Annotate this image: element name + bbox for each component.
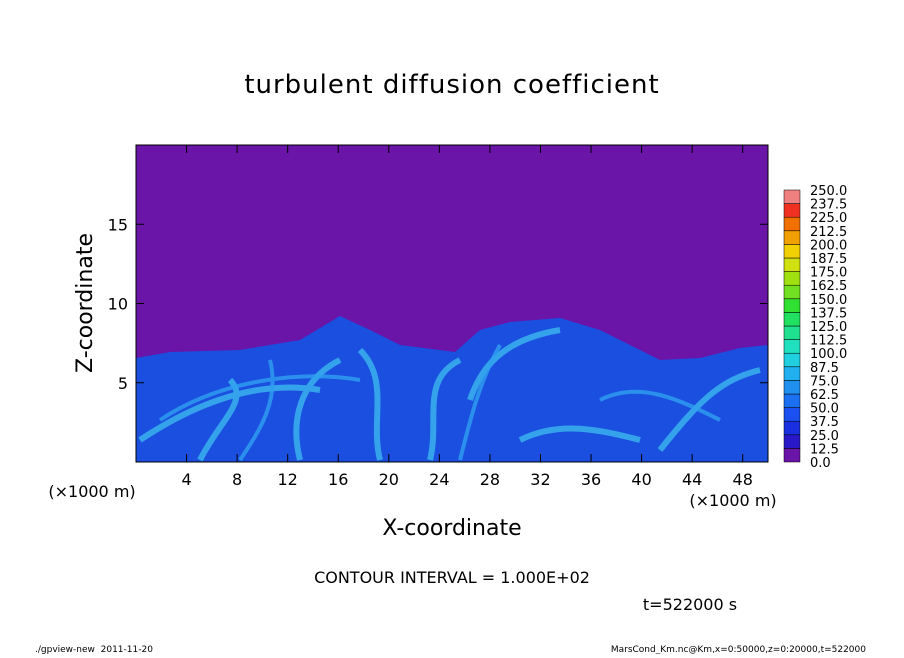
colorbar-label: 87.5	[810, 361, 839, 376]
y-axis-label: Z-coordinate	[73, 233, 98, 373]
colorbar-box	[783, 312, 801, 327]
colorbar-label: 212.5	[810, 225, 847, 240]
colorbar-box	[783, 448, 801, 463]
colorbar-label: 62.5	[810, 388, 839, 403]
colorbar-label: 200.0	[810, 238, 847, 253]
y-unit: (×1000 m)	[48, 482, 135, 501]
y-tick-label: 15	[108, 215, 128, 234]
colorbar-box	[783, 271, 801, 286]
colorbar-box	[783, 407, 801, 422]
colorbar-box	[783, 230, 801, 245]
colorbar-box	[783, 284, 801, 300]
colorbar-label: 250.0	[810, 184, 847, 199]
x-unit: (×1000 m)	[689, 491, 776, 510]
colorbar-box	[783, 298, 801, 313]
colorbar-label: 112.5	[810, 334, 847, 349]
colorbar-label: 187.5	[810, 252, 847, 267]
time-label: t=522000 s	[643, 595, 737, 614]
x-tick-label: 36	[581, 470, 601, 489]
x-tick-label: 20	[379, 470, 399, 489]
colorbar-box	[783, 393, 801, 408]
y-tick-label: 5	[118, 374, 128, 393]
colorbar-box	[783, 325, 801, 340]
colorbar-label: 225.0	[810, 211, 847, 226]
colorbar-box	[783, 216, 801, 232]
chart-title: turbulent diffusion coefficient	[244, 70, 659, 100]
x-tick-label: 32	[530, 470, 550, 489]
colorbar-box	[783, 257, 801, 272]
colorbar-label: 12.5	[810, 442, 839, 457]
colorbar-box	[783, 366, 801, 381]
colorbar-box	[783, 189, 801, 204]
y-tick-label: 10	[108, 295, 128, 314]
colorbar-label: 125.0	[810, 320, 847, 335]
colorbar-label: 137.5	[810, 306, 847, 321]
footer-right: MarsCond_Km.nc@Km,x=0:50000,z=0:20000,t=…	[611, 645, 866, 654]
annotation: CONTOUR INTERVAL = 1.000E+02	[314, 568, 590, 587]
colorbar-label: 150.0	[810, 293, 847, 308]
colorbar-label: 175.0	[810, 266, 847, 281]
colorbar-box	[783, 352, 801, 368]
x-tick-label: 12	[278, 470, 298, 489]
x-tick-label: 24	[429, 470, 449, 489]
colorbar-label: 162.5	[810, 279, 847, 294]
x-tick-label: 48	[733, 470, 753, 489]
colorbar-label: 237.5	[810, 198, 847, 213]
x-tick-label: 40	[631, 470, 651, 489]
colorbar-label: 75.0	[810, 374, 839, 389]
field	[136, 145, 768, 462]
colorbar-label: 50.0	[810, 402, 839, 417]
colorbar-label: 0.0	[810, 456, 831, 471]
colorbar-label: 100.0	[810, 347, 847, 362]
colorbar-box	[783, 380, 801, 395]
colorbar-box	[783, 244, 801, 259]
footer-left: ./gpview-new 2011-11-20	[35, 645, 153, 654]
x-axis-label: X-coordinate	[382, 516, 521, 541]
colorbar-label: 37.5	[810, 415, 839, 430]
colorbar-box	[783, 434, 801, 449]
x-tick-label: 4	[181, 470, 191, 489]
x-tick-label: 28	[480, 470, 500, 489]
colorbar-box	[783, 203, 801, 218]
colorbar-label: 25.0	[810, 429, 839, 444]
x-tick-label: 44	[682, 470, 702, 489]
x-tick-label: 8	[232, 470, 242, 489]
colorbar-box	[783, 420, 801, 436]
x-tick-label: 16	[328, 470, 348, 489]
colorbar-box	[783, 339, 801, 354]
